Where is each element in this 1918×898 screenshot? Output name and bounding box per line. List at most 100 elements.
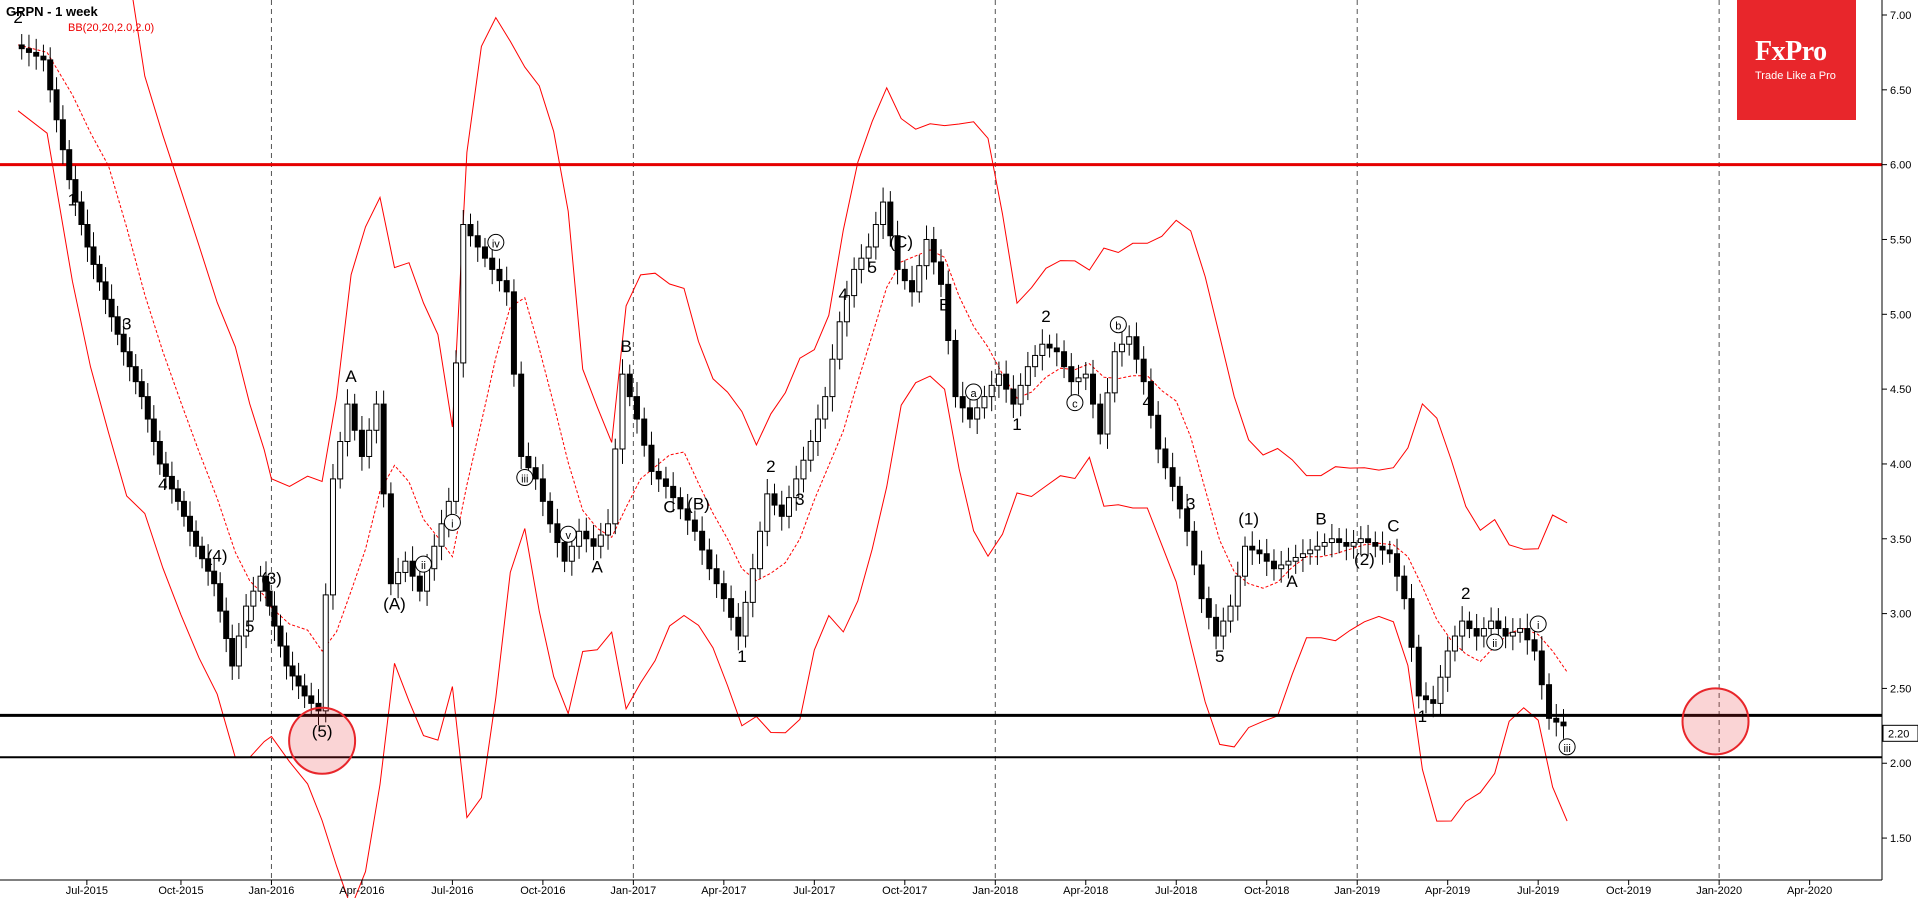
candle-body: [945, 283, 952, 341]
wave-label: B: [620, 337, 631, 356]
candle-body: [409, 560, 416, 577]
candle-body: [1466, 620, 1473, 630]
wave-label: (5): [312, 722, 333, 741]
x-tick-label: Apr-2019: [1425, 885, 1470, 897]
candle-body: [822, 396, 829, 420]
wave-label: b: [1115, 321, 1121, 333]
candle-body: [25, 48, 32, 53]
candle-body: [250, 590, 257, 607]
wave-label: 4: [158, 475, 167, 494]
lower-band: [17, 110, 1568, 898]
candle-body: [1176, 485, 1183, 510]
wave-label: B: [939, 295, 950, 314]
candle-body: [1307, 549, 1314, 555]
candle-body: [1249, 545, 1256, 551]
candle-body: [1263, 553, 1270, 562]
price-tag-box: [1882, 724, 1918, 742]
wave-label: a: [971, 388, 978, 400]
candle-body: [416, 575, 423, 592]
candle-body: [1430, 699, 1437, 704]
candle-body: [1394, 553, 1401, 577]
candle-body: [1039, 343, 1046, 356]
candle-body: [1024, 366, 1031, 386]
candle-body: [40, 55, 47, 61]
candle-body: [474, 235, 481, 248]
candle-body: [1278, 564, 1285, 570]
candle-body: [684, 508, 691, 521]
candle-body: [460, 224, 467, 364]
y-tick-label: 5.50: [1890, 234, 1911, 246]
wave-label: i: [1537, 620, 1539, 632]
candle-body: [728, 598, 735, 618]
candle-body: [108, 298, 115, 318]
wave-label: 5: [245, 617, 254, 636]
x-tick-label: Apr-2020: [1787, 885, 1832, 897]
candle-body: [1350, 542, 1357, 547]
candle-body: [1075, 377, 1082, 383]
candle-body: [59, 119, 66, 151]
wave-label: A: [345, 367, 357, 386]
wave-label: 2: [13, 8, 22, 27]
wave-label-ring: [516, 468, 534, 486]
candle-body: [453, 362, 460, 502]
candle-body: [995, 373, 1002, 386]
candle-body: [916, 265, 923, 293]
wave-label-ring: [1529, 615, 1547, 633]
candle-body: [1017, 384, 1024, 405]
current-price-tag: 2.20: [1882, 724, 1918, 742]
x-tick-label: Jul-2019: [1517, 885, 1559, 897]
wave-label: C: [663, 497, 675, 516]
candle-body: [525, 455, 532, 469]
wave-label: iii: [521, 473, 528, 485]
wave-label-ring: [443, 513, 461, 531]
x-tick-label: Jan-2018: [972, 885, 1018, 897]
candle-body: [1082, 373, 1089, 379]
candle-body: [576, 530, 583, 547]
candle-body: [132, 366, 139, 383]
candle-body: [1314, 545, 1321, 551]
candle-body: [481, 246, 488, 259]
x-tick-label: Oct-2019: [1606, 885, 1651, 897]
candle-body: [1133, 336, 1140, 360]
y-tick-label: 2.50: [1890, 683, 1911, 695]
candle-body: [266, 590, 273, 607]
wave-label: 3: [1186, 494, 1195, 513]
candle-body: [865, 246, 872, 259]
candle-body: [800, 459, 807, 480]
y-axis: 7.00 6.50 6.00 5.50 5.00 4.50 4.00 3.50 3.00 2.50…: [1882, 10, 1911, 845]
candle-body: [277, 625, 284, 647]
candle-body: [380, 403, 387, 495]
candle-body: [843, 295, 850, 323]
candle-body: [742, 601, 749, 637]
candle-body: [344, 403, 351, 442]
candle-body: [211, 570, 218, 585]
candle-body: [1401, 575, 1408, 600]
x-tick-label: Jul-2018: [1155, 885, 1197, 897]
wave-label-ring: [487, 233, 505, 251]
candle-body: [1488, 620, 1495, 630]
candle-body: [974, 407, 981, 420]
candle-body: [395, 571, 402, 585]
candle-body: [199, 545, 206, 560]
candle-body: [1538, 650, 1545, 686]
candle-body: [807, 441, 814, 461]
candle-body: [1270, 560, 1277, 570]
candle-body: [909, 280, 916, 293]
candle-body: [1386, 549, 1393, 555]
wave-label: (1): [1238, 509, 1259, 528]
logo-tagline: Trade Like a Pro: [1755, 70, 1836, 82]
candle-body: [1321, 542, 1328, 547]
candle-body: [851, 268, 858, 297]
candle-body: [33, 51, 40, 57]
logo-brand: FxPro: [1755, 36, 1827, 67]
candle-body: [901, 268, 908, 282]
candle-body: [1220, 620, 1227, 637]
candle-body: [496, 268, 503, 282]
candle-body: [205, 558, 212, 572]
candle-body: [1422, 695, 1429, 701]
wave-label: 1: [1012, 415, 1021, 434]
candle-body: [677, 497, 684, 510]
candle-body: [1155, 414, 1162, 450]
candle-body: [923, 238, 930, 267]
